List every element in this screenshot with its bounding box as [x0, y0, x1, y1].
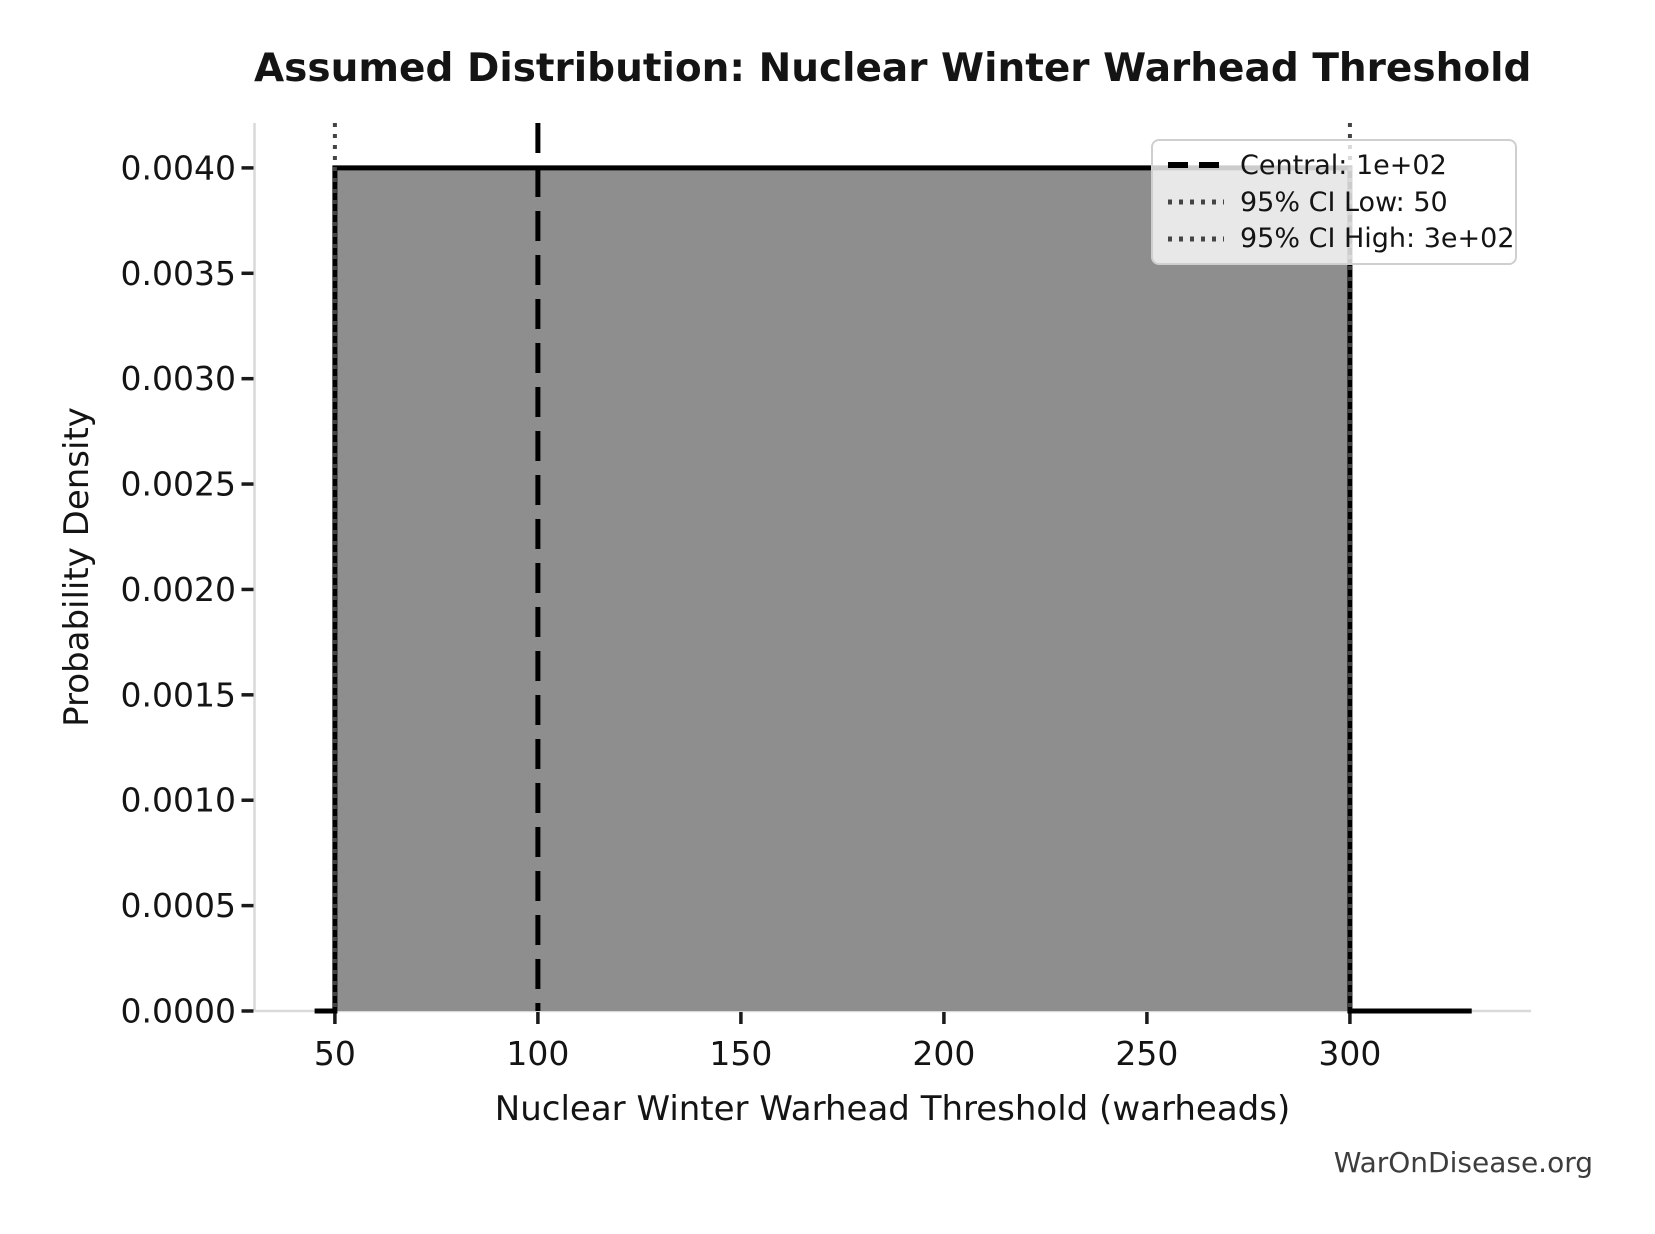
y-tick-label: 0.0010: [121, 781, 236, 820]
x-tick-label: 100: [506, 1034, 569, 1073]
chart-title: Assumed Distribution: Nuclear Winter War…: [254, 46, 1532, 91]
x-tick-label: 300: [1318, 1034, 1381, 1073]
x-tick-label: 150: [709, 1034, 772, 1073]
distribution-fill: [334, 167, 1350, 1011]
pdf-outline: [314, 165, 1472, 1014]
x-tick-label: 250: [1115, 1034, 1178, 1073]
y-tick-label: 0.0030: [121, 359, 236, 398]
legend: Central: 1e+02 95% CI Low: 50 95% CI Hig…: [1151, 139, 1517, 265]
y-tick-label: 0.0025: [121, 465, 236, 504]
y-axis-label: Probability Density: [57, 407, 97, 727]
dotted-line-sample-icon: [1168, 236, 1224, 242]
x-tick-label: 200: [912, 1034, 975, 1073]
dashed-line-sample-icon: [1168, 162, 1224, 169]
y-tick-label: 0.0020: [121, 570, 236, 609]
legend-item-ci-low: 95% CI Low: 50: [1167, 184, 1501, 221]
y-tick-label: 0.0040: [121, 148, 236, 187]
y-tick-label: 0.0035: [121, 254, 236, 293]
y-tick-label: 0.0015: [121, 675, 236, 714]
dotted-line-sample-icon: [1168, 199, 1224, 205]
x-tick-label: 50: [314, 1034, 356, 1073]
legend-item-central: Central: 1e+02: [1167, 147, 1501, 184]
watermark: WarOnDisease.org: [1333, 1146, 1593, 1179]
legend-item-ci-high: 95% CI High: 3e+02: [1167, 220, 1515, 257]
x-axis-label: Nuclear Winter Warhead Threshold (warhea…: [494, 1089, 1291, 1129]
legend-label-ci-low: 95% CI Low: 50: [1240, 186, 1448, 218]
y-tick-label: 0.0000: [121, 992, 236, 1031]
legend-label-ci-high: 95% CI High: 3e+02: [1240, 223, 1515, 255]
y-tick-label: 0.0005: [121, 886, 236, 925]
legend-label-central: Central: 1e+02: [1240, 149, 1447, 181]
